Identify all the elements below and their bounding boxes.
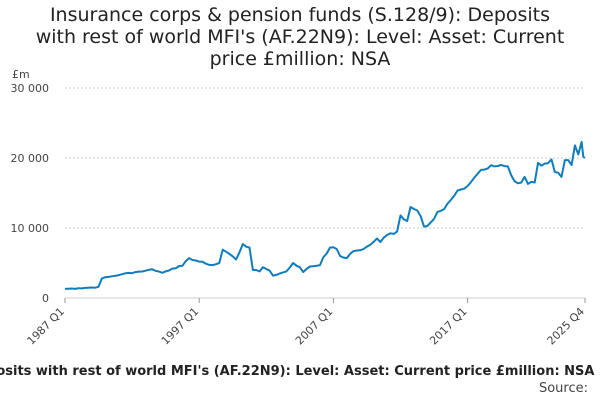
gridlines [65, 87, 585, 299]
chart-title: Insurance corps & pension funds (S.128/9… [35, 4, 565, 70]
x-tick-label: 2007 Q1 [293, 305, 336, 348]
x-tick-label: 1987 Q1 [25, 305, 68, 348]
legend: Insurance corps & pension funds (S.128/9… [0, 364, 600, 382]
y-axis: 0 10 000 20 000 30 000£m [11, 68, 50, 305]
source-note: Source: [538, 381, 588, 396]
x-tick-label: 2017 Q1 [427, 305, 470, 348]
y-tick-label: 0 [42, 292, 49, 305]
series-line [64, 140, 586, 290]
legend-label: Insurance corps & pension funds (S.128/9… [0, 364, 595, 379]
y-tick-label: 20 000 [11, 152, 50, 165]
x-tick-label: 2025 Q4 [545, 305, 588, 348]
x-tick-label: 1997 Q1 [159, 305, 202, 348]
y-axis-label: £m [12, 68, 30, 81]
plot-area [64, 140, 586, 290]
y-tick-label: 10 000 [11, 222, 50, 235]
x-axis: 1987 Q1 1997 Q1 2007 Q1 2017 Q1 2025 Q4 [25, 298, 588, 348]
y-tick-label: 30 000 [11, 82, 50, 95]
